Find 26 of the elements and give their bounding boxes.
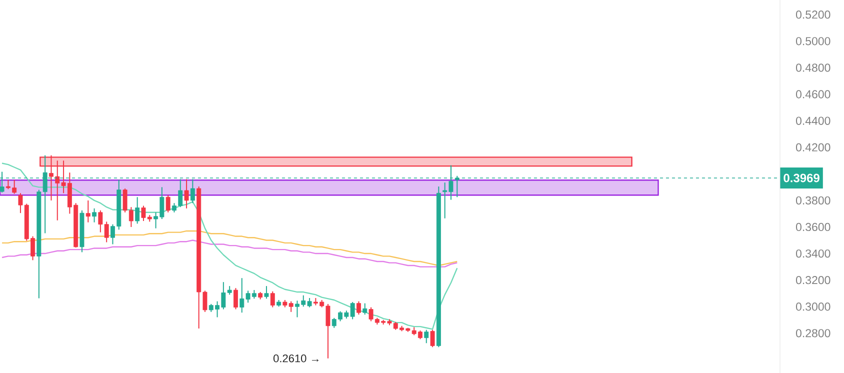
candlestick	[264, 286, 269, 300]
y-tick-label: 0.2800	[796, 329, 830, 338]
candlestick	[356, 300, 361, 316]
y-tick-label: 0.4800	[796, 64, 830, 72]
y-tick-label: 0.5000	[796, 37, 830, 46]
candlestick	[86, 200, 90, 223]
y-tick-label: 0.4600	[796, 90, 830, 98]
candlestick	[184, 178, 189, 209]
y-tick-label: 0.3000	[796, 302, 830, 311]
candlestick	[135, 196, 140, 224]
y-tick-label: 0.3800	[796, 196, 830, 205]
candlestick	[92, 208, 97, 223]
candlestick	[424, 329, 429, 344]
y-tick-label: 0.3200	[796, 276, 830, 284]
ref-line-label: 0.3969	[784, 174, 820, 182]
candlestick	[362, 302, 368, 316]
y-tick-label: 0.3600	[796, 222, 830, 232]
candlestick	[430, 329, 435, 348]
y-tick-label: 0.3400	[796, 249, 830, 258]
candlestick	[234, 288, 238, 310]
y-tick-label: 0.5200	[796, 10, 830, 19]
candlestick	[270, 290, 275, 308]
candlestick	[166, 194, 170, 213]
y-tick-label: 0.4400	[796, 116, 830, 125]
annotation: 0.2610 →	[273, 354, 318, 362]
y-tick-label: 0.4200	[796, 143, 830, 152]
